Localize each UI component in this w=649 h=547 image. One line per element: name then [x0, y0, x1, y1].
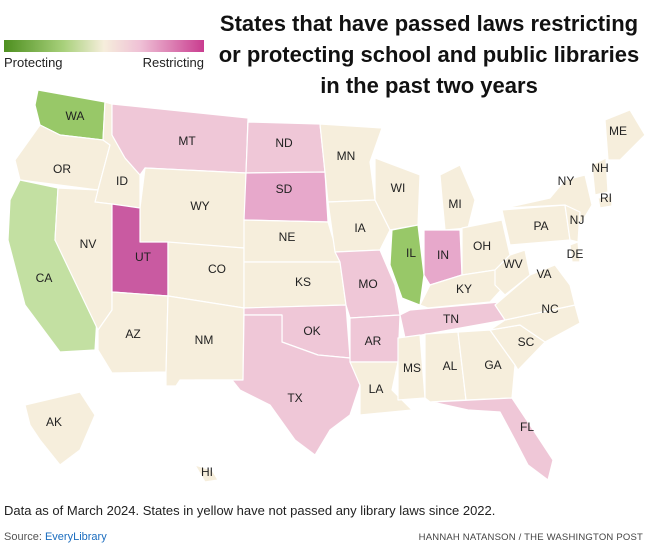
footnote: Data as of March 2024. States in yellow … — [4, 503, 496, 518]
state-hi — [194, 464, 219, 483]
state-label-nh: NH — [591, 161, 608, 175]
state-label-sc: SC — [518, 335, 535, 349]
state-label-ky: KY — [456, 282, 472, 296]
state-ri — [597, 195, 613, 209]
state-label-ga: GA — [484, 358, 501, 372]
state-label-nj: NJ — [570, 213, 585, 227]
state-label-fl: FL — [520, 420, 534, 434]
state-label-la: LA — [369, 382, 384, 396]
state-label-mn: MN — [337, 149, 356, 163]
state-mn — [319, 123, 383, 203]
source-prefix: Source: — [4, 531, 45, 543]
state-label-ri: RI — [600, 191, 612, 205]
state-ia — [327, 199, 391, 253]
state-label-ne: NE — [279, 230, 296, 244]
state-label-tn: TN — [443, 312, 459, 326]
legend-label-protecting: Protecting — [4, 55, 63, 70]
state-label-mo: MO — [358, 277, 377, 291]
state-de — [569, 241, 581, 263]
state-tx — [194, 314, 361, 456]
source-line: Source: EveryLibrary — [4, 531, 107, 543]
state-me — [604, 109, 646, 161]
state-sd — [243, 171, 329, 223]
legend-label-restricting: Restricting — [142, 55, 204, 70]
legend-gradient-bar — [4, 40, 204, 52]
state-label-nc: NC — [541, 302, 559, 316]
state-label-ar: AR — [365, 334, 382, 348]
state-label-pa: PA — [533, 219, 548, 233]
state-label-me: ME — [609, 124, 627, 138]
state-label-tx: TX — [287, 391, 302, 405]
state-ak — [24, 391, 96, 466]
state-label-ia: IA — [354, 221, 365, 235]
state-nh — [591, 157, 609, 196]
map-title: States that have passed laws restricting… — [218, 11, 640, 98]
state-label-ak: AK — [46, 415, 62, 429]
state-label-az: AZ — [125, 327, 140, 341]
state-label-in: IN — [437, 248, 449, 262]
source-link[interactable]: EveryLibrary — [44, 531, 107, 543]
state-label-id: ID — [116, 174, 128, 188]
state-label-va: VA — [536, 267, 551, 281]
state-label-wv: WV — [503, 257, 522, 271]
state-label-nv: NV — [80, 237, 97, 251]
state-fl — [431, 397, 554, 481]
state-label-ok: OK — [303, 324, 320, 338]
state-label-de: DE — [567, 247, 584, 261]
state-label-wy: WY — [190, 199, 209, 213]
state-label-or: OR — [53, 162, 71, 176]
state-ga — [457, 329, 516, 401]
state-label-il: IL — [406, 246, 416, 260]
state-label-ut: UT — [135, 250, 152, 264]
us-states-map: WA OR CA ID NV MT WY UT AZ CO NM ND SD NE KS OK TX MN IA MO… — [7, 89, 646, 483]
state-wv — [494, 249, 531, 296]
state-label-wi: WI — [391, 181, 406, 195]
byline-credit: HANNAH NATANSON / THE WASHINGTON POST — [418, 532, 643, 543]
color-legend: Protecting Restricting — [4, 40, 204, 70]
state-label-al: AL — [443, 359, 458, 373]
state-label-sd: SD — [276, 182, 293, 196]
state-label-hi: HI — [201, 465, 213, 479]
state-label-ms: MS — [403, 361, 421, 375]
state-label-ks: KS — [295, 275, 311, 289]
state-label-oh: OH — [473, 239, 491, 253]
state-label-co: CO — [208, 262, 226, 276]
state-label-wa: WA — [66, 109, 85, 123]
state-label-mt: MT — [178, 134, 196, 148]
state-label-ca: CA — [36, 271, 53, 285]
state-ms — [397, 334, 426, 401]
state-label-nd: ND — [275, 136, 293, 150]
state-label-mi: MI — [448, 197, 461, 211]
state-label-nm: NM — [195, 333, 214, 347]
state-label-ny: NY — [558, 174, 575, 188]
